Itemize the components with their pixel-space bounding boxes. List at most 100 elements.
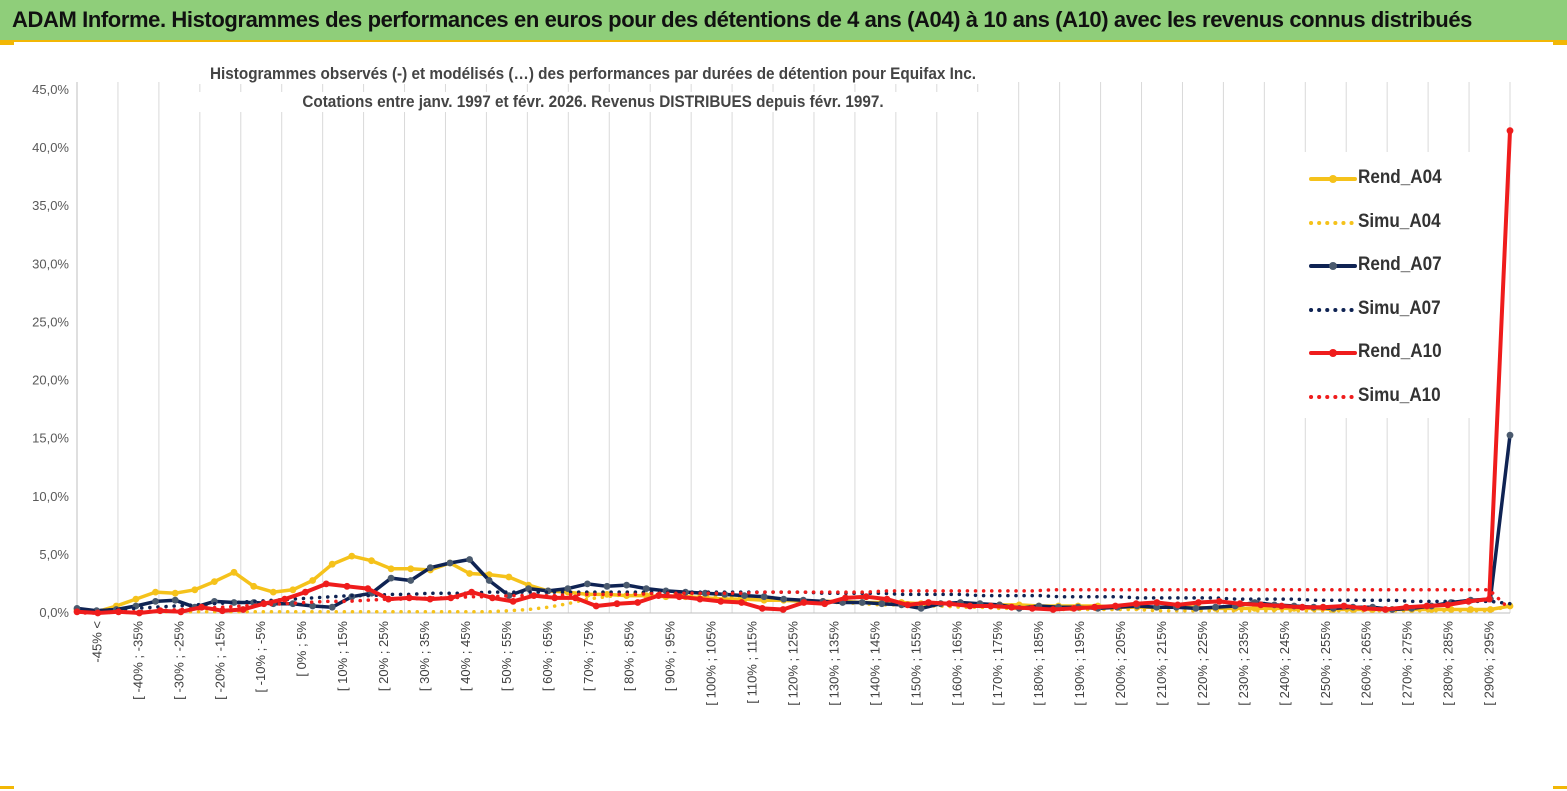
legend-item: Simu_A10 (1308, 382, 1473, 412)
data-point-rend-a10 (1008, 603, 1015, 611)
data-point-rend-a10 (842, 594, 849, 602)
x-tick-label: [ 220% ; 225% (1195, 621, 1210, 706)
line-chart: 0,0% 5,0% 10,0% 15,0% 20,0% 25,0% 30,0% 35,0% 40… (32, 82, 1514, 706)
data-point-rend-a10 (904, 601, 912, 609)
data-point-rend-a10 (1361, 605, 1368, 612)
x-tick-label: [ 60% ; 65% (540, 621, 555, 692)
data-point-rend-a10 (281, 595, 289, 603)
x-tick-label: [ 210% ; 215% (1154, 621, 1169, 706)
data-point-rend-a04 (309, 577, 316, 584)
data-point-rend-a10 (468, 588, 475, 596)
frame-corner (1553, 42, 1567, 45)
data-point-rend-a10 (1444, 601, 1452, 609)
series-line-rend-a07 (75, 433, 1512, 613)
data-point-rend-a10 (821, 600, 829, 608)
legend-swatch (1309, 307, 1357, 312)
x-tick-label: [ 240% ; 245% (1277, 621, 1292, 706)
data-point-rend-a07 (230, 599, 238, 606)
data-point-rend-a10 (738, 599, 745, 606)
x-tick-label: [ 130% ; 135% (826, 621, 841, 706)
data-point-rend-a04 (289, 586, 297, 594)
x-tick-label: [ 10% ; 15% (335, 621, 350, 692)
data-point-rend-a10 (1195, 599, 1202, 606)
data-point-rend-a07 (1506, 431, 1514, 439)
report-banner: ADAM Informe. Histogrammes des performan… (0, 0, 1567, 42)
legend-label: Rend_A04 (1358, 167, 1442, 188)
legend-swatch (1309, 220, 1357, 225)
x-tick-label: [ 0% ; 5% (294, 621, 309, 677)
data-point-rend-a07 (387, 574, 395, 582)
x-tick-label: [ 70% ; 75% (581, 621, 596, 692)
data-point-rend-a10 (1506, 127, 1514, 135)
data-point-rend-a07 (407, 577, 415, 584)
data-point-rend-a07 (760, 593, 768, 601)
data-point-rend-a10 (862, 593, 870, 601)
x-tick-label: [ 30% ; 35% (417, 621, 432, 692)
data-point-rend-a10 (1236, 600, 1244, 608)
data-point-rend-a07 (917, 605, 925, 612)
data-point-rend-a10 (779, 606, 787, 613)
data-point-rend-a10 (1132, 600, 1140, 608)
data-point-rend-a07 (152, 598, 159, 605)
data-point-rend-a07 (309, 602, 316, 610)
report-title: ADAM Informe. Histogrammes des performan… (12, 7, 1472, 32)
data-point-rend-a07 (505, 592, 513, 599)
x-tick-label: [ 260% ; 265% (1359, 621, 1374, 706)
data-point-rend-a10 (94, 609, 102, 617)
data-point-rend-a07 (426, 564, 434, 572)
y-tick-label: 10,0% (32, 489, 69, 504)
data-point-rend-a07 (564, 585, 572, 592)
data-point-rend-a10 (1215, 598, 1223, 605)
x-tick-label: [ -10% ; -5% (253, 621, 268, 693)
data-point-rend-a07 (584, 580, 591, 588)
x-tick-label: [ 50% ; 55% (499, 621, 514, 692)
data-point-rend-a07 (603, 582, 611, 590)
data-point-rend-a04 (505, 573, 513, 581)
data-point-rend-a10 (239, 606, 247, 613)
data-point-rend-a10 (1402, 603, 1410, 611)
data-point-rend-a10 (364, 585, 372, 592)
frame-corner (0, 786, 14, 789)
frame-corner (1553, 786, 1567, 789)
data-point-rend-a10 (1049, 606, 1057, 613)
data-point-rend-a04 (348, 552, 356, 560)
data-point-rend-a10 (1278, 602, 1285, 610)
x-tick-label: [ 170% ; 175% (990, 621, 1005, 706)
x-tick-label: [ 150% ; 155% (908, 621, 923, 706)
data-point-rend-a04 (132, 595, 140, 603)
data-point-rend-a10 (883, 595, 891, 603)
legend-item: Rend_A10 (1308, 338, 1473, 368)
x-tick-label: [ 190% ; 195% (1072, 621, 1087, 706)
data-point-rend-a07 (525, 585, 532, 592)
data-point-rend-a10 (1298, 603, 1306, 611)
data-point-rend-a10 (1070, 605, 1078, 612)
legend-swatch (1309, 175, 1357, 183)
data-point-rend-a10 (1340, 602, 1348, 610)
legend-label: Rend_A10 (1358, 341, 1442, 362)
data-point-rend-a10 (1028, 605, 1036, 612)
chart-title-line2: Cotations entre janv. 1997 et févr. 2026… (192, 92, 994, 112)
y-tick-label: 35,0% (32, 198, 69, 213)
data-point-rend-a10 (1382, 606, 1389, 613)
data-point-rend-a10 (302, 588, 309, 596)
y-tick-label: 45,0% (32, 82, 69, 97)
legend-label: Simu_A04 (1358, 210, 1441, 232)
data-point-rend-a07 (741, 592, 748, 599)
x-tick-label: [ 280% ; 285% (1441, 621, 1456, 706)
data-point-rend-a10 (509, 598, 517, 605)
data-point-rend-a10 (675, 593, 683, 601)
x-tick-label: [ 140% ; 145% (867, 621, 882, 706)
data-point-rend-a10 (800, 599, 808, 606)
data-point-rend-a10 (530, 592, 538, 599)
x-tick-label: [ -30% ; -25% (171, 621, 186, 700)
y-tick-label: 25,0% (32, 314, 69, 329)
data-point-rend-a07 (466, 556, 473, 563)
y-tick-label: 20,0% (32, 373, 69, 388)
y-tick-label: 0,0% (39, 605, 69, 620)
data-point-rend-a10 (987, 602, 995, 610)
legend-label: Simu_A10 (1358, 384, 1441, 406)
data-point-rend-a10 (1174, 601, 1182, 609)
data-point-rend-a10 (1153, 599, 1161, 606)
x-tick-label: [ 180% ; 185% (1031, 621, 1046, 706)
data-point-rend-a04 (269, 588, 277, 596)
